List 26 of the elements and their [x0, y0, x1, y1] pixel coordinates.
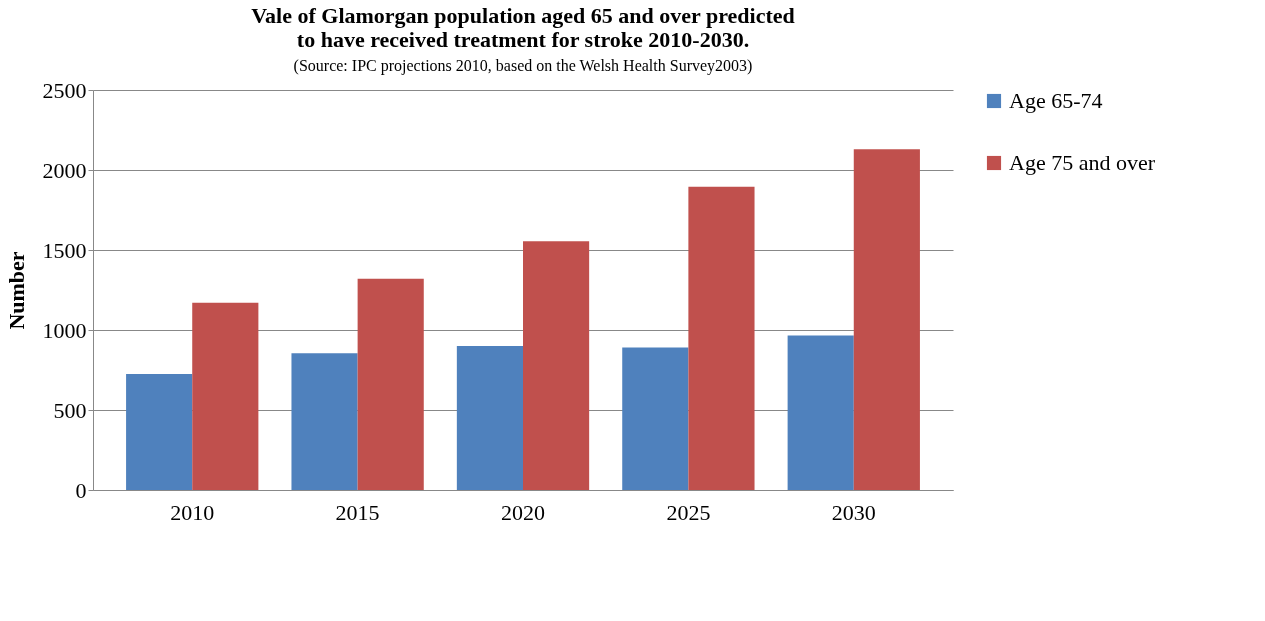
y-tick-label: 1500: [42, 237, 87, 263]
bar: [357, 278, 424, 490]
legend-label: Age 75 and over: [1009, 150, 1156, 175]
y-tick-label: 1000: [42, 317, 87, 343]
y-tick-label: 0: [75, 477, 87, 503]
y-tick-label: 2000: [42, 157, 87, 183]
y-axis-title: Number: [3, 251, 29, 330]
bar: [787, 335, 854, 490]
x-tick-label: 2010: [170, 499, 215, 525]
chart-title: Vale of Glamorgan population aged 65 and over predicted to have received treatment for stroke 2010-2030.: [251, 3, 795, 52]
x-tick-label: 2030: [831, 499, 876, 525]
bar: [523, 241, 590, 490]
bar: [622, 347, 689, 490]
x-tick-label: 2025: [666, 499, 711, 525]
x-tick-label: 2015: [335, 499, 380, 525]
bar: [688, 186, 755, 490]
bar: [126, 374, 193, 490]
bar: [291, 353, 358, 490]
text: (Source: IPC projections 2010, based on the Welsh Health Survey2003): [293, 57, 753, 75]
bar: [853, 149, 920, 490]
y-tick-label: 2500: [42, 77, 87, 103]
bar: [456, 346, 523, 490]
x-tick-label: 2020: [501, 499, 545, 525]
y-tick-label: 500: [53, 397, 87, 423]
bar: [192, 302, 259, 490]
legend-label: Age 65-74: [1009, 88, 1103, 113]
